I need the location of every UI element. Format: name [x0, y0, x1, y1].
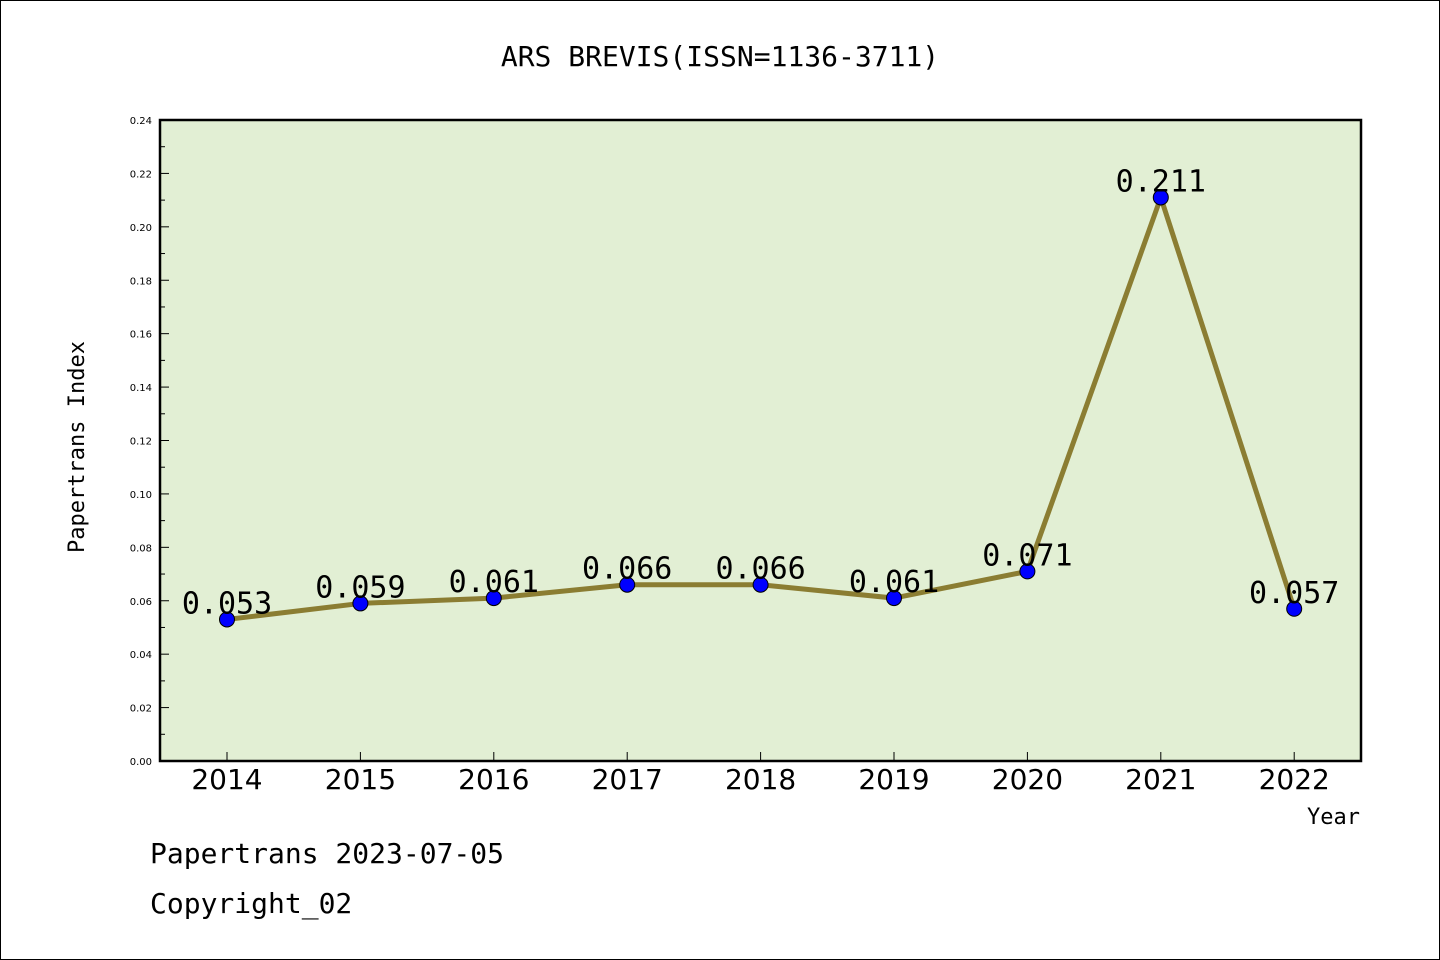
y-tick-label: 0.12: [130, 437, 152, 448]
y-tick-label: 0.08: [130, 543, 152, 554]
y-axis-label: Papertrans Index: [65, 341, 90, 553]
data-point: [886, 590, 902, 607]
y-tick-label: 0.16: [130, 330, 152, 341]
y-tick-label: 0.22: [130, 169, 152, 180]
data-point: [485, 590, 502, 607]
y-tick-label: 0.00: [130, 757, 152, 768]
x-tick-label: 2020: [992, 763, 1063, 796]
x-axis: 2014 2015 2016 2017 2018 2019 2020 2021 2022: [191, 752, 1330, 796]
x-axis-label: Year: [1307, 805, 1360, 830]
x-tick-label: 2019: [858, 763, 929, 796]
x-tick-label: 2017: [592, 763, 663, 796]
x-tick-label: 2014: [191, 763, 262, 796]
data-point: [1152, 189, 1169, 206]
y-tick-label: 0.18: [130, 276, 152, 287]
data-point: [619, 576, 636, 593]
chart-title: ARS BREVIS(ISSN=1136-3711): [501, 40, 939, 73]
data-label: 0.066: [715, 552, 805, 587]
x-tick-label: 2015: [325, 763, 396, 796]
data-labels: 0.053 0.059 0.061 0.066 0.066 0.061 0.071 0.211…: [182, 164, 1340, 621]
data-label: 0.071: [982, 538, 1072, 573]
data-point: [219, 611, 235, 628]
x-tick-label: 2018: [725, 763, 796, 796]
y-tick-label: 0.14: [130, 383, 152, 394]
data-point: [1019, 563, 1036, 580]
data-label: 0.066: [582, 552, 672, 587]
series-markers: [219, 189, 1303, 628]
footer-copyright: Copyright_02: [150, 887, 352, 921]
y-tick-label: 0.10: [130, 490, 152, 501]
x-tick-label: 2022: [1259, 763, 1330, 796]
y-tick-label: 0.06: [130, 597, 152, 608]
footer-date: Papertrans 2023-07-05: [150, 837, 504, 870]
data-label: 0.057: [1249, 576, 1339, 611]
x-tick-label: 2016: [458, 763, 529, 796]
x-tick-label: 2021: [1125, 763, 1196, 796]
data-label: 0.059: [315, 570, 405, 605]
y-tick-label: 0.04: [130, 650, 152, 661]
plot-area: [158, 118, 1363, 763]
data-point: [352, 595, 369, 612]
y-tick-label: 0.24: [130, 116, 152, 127]
data-label: 0.061: [849, 565, 939, 600]
data-point: [1286, 600, 1303, 617]
data-label: 0.061: [449, 565, 539, 600]
data-label: 0.211: [1116, 164, 1206, 199]
data-label: 0.053: [182, 586, 272, 621]
data-point: [752, 576, 769, 593]
y-tick-label: 0.02: [130, 704, 152, 715]
y-tick-label: 0.20: [130, 223, 152, 234]
y-axis: 0.00 0.02 0.04 0.06 0.08 0.10 0.12 0.14 0.16 0.18…: [130, 116, 169, 768]
